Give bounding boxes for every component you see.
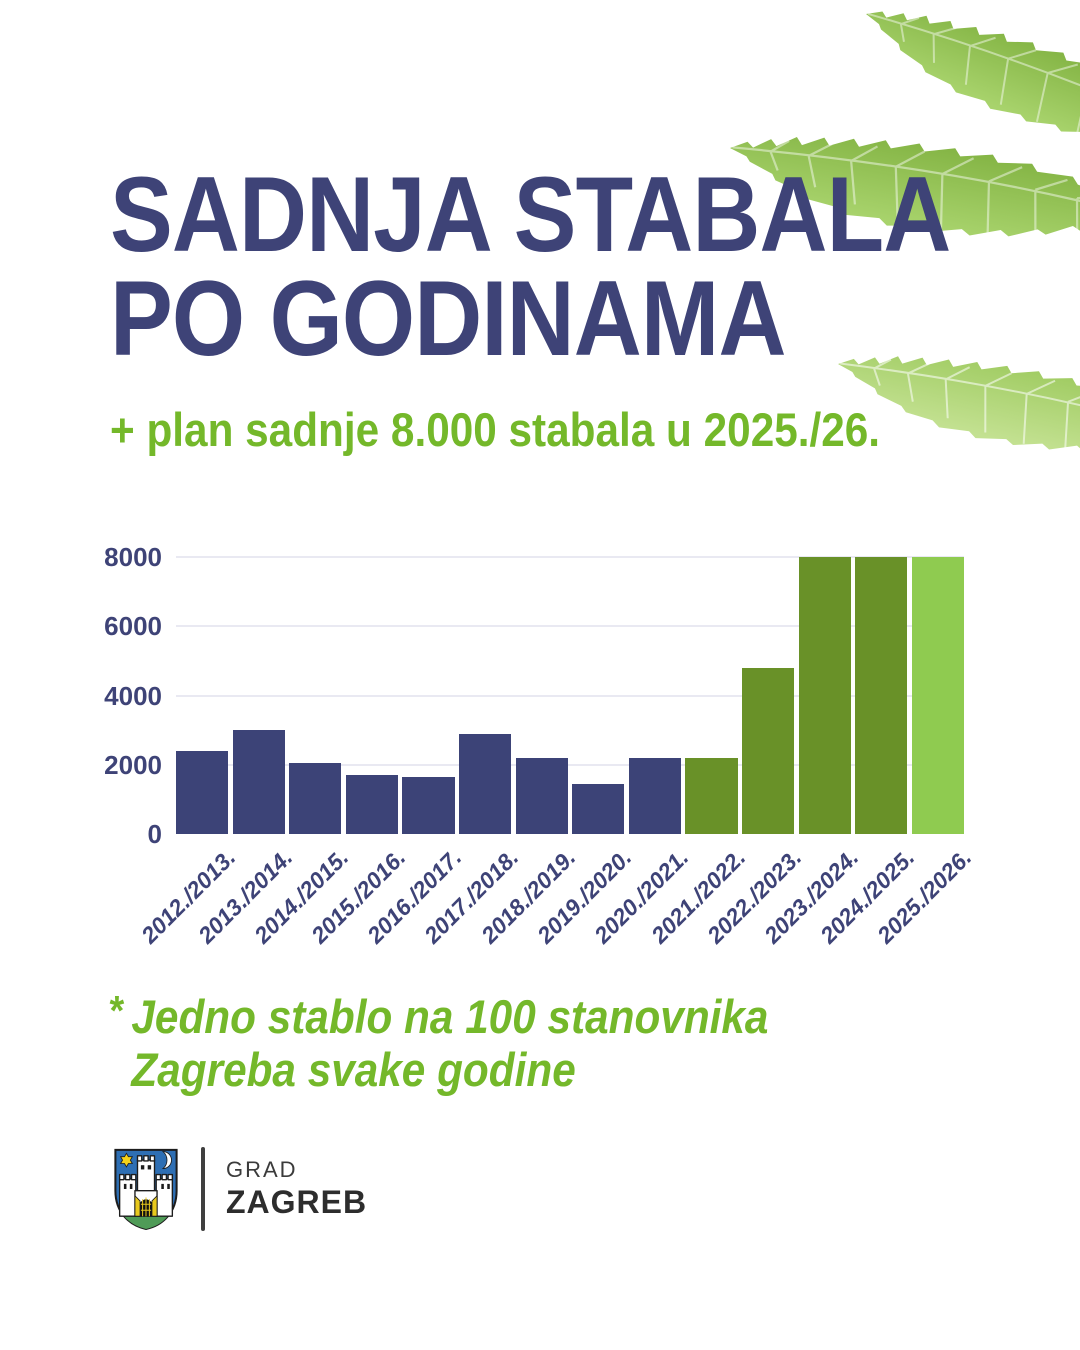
logo: GRAD ZAGREB: [112, 1143, 367, 1235]
bar-2014./2015.: [289, 763, 342, 834]
y-tick-label: 6000: [104, 611, 162, 642]
gridline-8000: [176, 556, 964, 558]
footnote: * Jedno stablo na 100 stanovnika Zagreba …: [108, 984, 768, 1096]
bar-2016./2017.: [402, 776, 455, 834]
bar-2023./2024.: [798, 557, 851, 834]
logo-text: GRAD ZAGREB: [226, 1157, 368, 1221]
footnote-asterisk: *: [108, 987, 123, 1034]
logo-text-grad: GRAD: [226, 1157, 298, 1182]
gridline-6000: [176, 625, 964, 628]
title-line-1: SADNJA STABALA: [110, 154, 951, 274]
bar-2013./2014.: [232, 730, 285, 834]
bar-2017./2018.: [459, 733, 512, 834]
y-tick-label: 2000: [104, 749, 162, 780]
logo-divider: [201, 1147, 205, 1231]
bar-2025./2026.: [911, 557, 964, 834]
bar-2020./2021.: [628, 757, 681, 834]
bar-2019./2020.: [572, 783, 625, 834]
poster-title: SADNJA STABALA PO GODINAMA: [110, 161, 951, 372]
zagreb-coat-of-arms-icon: [114, 1148, 178, 1230]
y-tick-label: 0: [147, 819, 162, 849]
title-line-2: PO GODINAMA: [110, 258, 786, 378]
plot-area: [176, 556, 964, 834]
logo-text-zagreb: ZAGREB: [226, 1184, 368, 1220]
bar-2021./2022.: [685, 757, 738, 834]
gridline-4000: [176, 694, 964, 697]
footnote-line-1: * Jedno stablo na 100 stanovnika: [108, 984, 768, 1043]
poster-subtitle: + plan sadnje 8.000 stabala u 2025./26.: [110, 403, 881, 456]
bar-2024./2025.: [855, 557, 908, 834]
y-tick-label: 4000: [104, 680, 162, 711]
bar-2015./2016.: [345, 775, 398, 834]
y-tick-label: 8000: [104, 542, 162, 572]
footnote-line-2: Zagreba svake godine: [131, 1043, 576, 1096]
bar-2018./2019.: [515, 757, 568, 834]
bar-2012./2013.: [176, 750, 229, 834]
bar-chart: 0 2000 4000 6000 8000 2012./2013. 2013./2014.…: [100, 540, 990, 960]
gridline-2000: [176, 763, 964, 766]
bar-2022./2023.: [742, 667, 795, 834]
